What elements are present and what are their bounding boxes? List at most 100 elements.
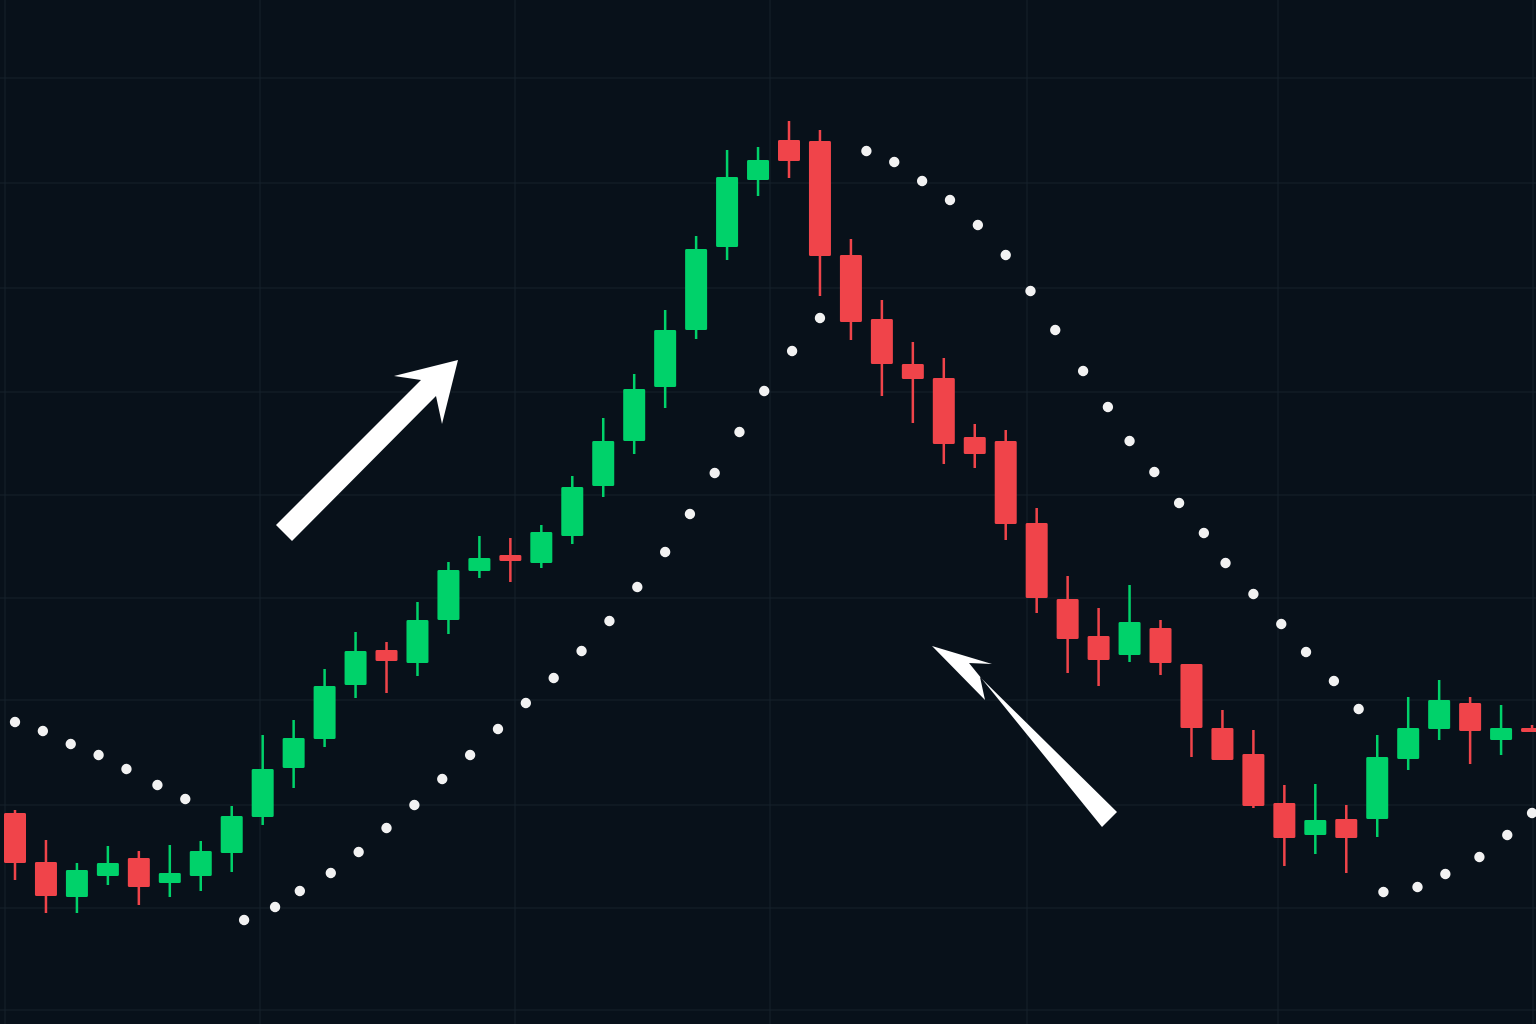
candle-bearish	[1025, 508, 1048, 613]
sar-dot	[381, 822, 392, 834]
candle-bullish	[1304, 784, 1327, 854]
candle-bullish	[189, 841, 212, 891]
sar-dot	[1300, 646, 1312, 658]
sar-dot	[93, 749, 104, 761]
sar-dot	[1124, 435, 1135, 447]
candle-bullish	[530, 525, 553, 568]
candle-bullish	[406, 602, 429, 676]
candle-body	[561, 487, 584, 536]
candle-body	[963, 437, 986, 454]
candle-body	[778, 140, 800, 161]
sar-dot	[409, 799, 420, 811]
candle-bearish	[1459, 697, 1482, 764]
candle-bearish	[839, 239, 862, 340]
sar-dot	[1276, 618, 1287, 630]
candle-bearish	[1087, 608, 1110, 686]
candle-body	[530, 532, 553, 563]
candle-body	[282, 738, 305, 768]
candle-body	[932, 378, 955, 444]
candle-body	[901, 364, 924, 379]
candle-body	[1149, 628, 1172, 663]
sar-dot	[1220, 557, 1231, 569]
candle-bullish	[158, 845, 181, 897]
candle-bearish	[901, 342, 924, 423]
sar-dot	[734, 426, 745, 438]
candle-bullish	[313, 669, 336, 747]
candle-bullish	[1397, 697, 1420, 770]
candle-body	[1180, 664, 1203, 728]
candle-body	[808, 141, 831, 256]
candle-bearish	[34, 840, 57, 913]
candle-bearish	[808, 130, 831, 296]
candle-body	[189, 851, 212, 876]
candle-body	[1366, 757, 1389, 819]
candle-bullish	[1118, 585, 1141, 662]
candle-bullish	[1366, 735, 1389, 837]
parabolic-sar-series	[9, 145, 1536, 926]
candle-body	[685, 249, 708, 330]
candle-bearish	[127, 851, 150, 905]
candle-body	[1242, 754, 1265, 806]
candle-bullish	[685, 236, 708, 339]
sar-dot	[437, 773, 448, 785]
candle-series	[4, 121, 1536, 913]
candle-body	[994, 441, 1017, 524]
sar-dot	[1412, 881, 1423, 893]
candle-body	[468, 558, 491, 571]
candle-body	[1056, 599, 1079, 639]
sar-dot	[492, 723, 504, 735]
candle-bearish	[1521, 725, 1536, 732]
sar-dot	[269, 901, 281, 913]
candle-bullish	[282, 720, 305, 788]
candle-body	[96, 863, 119, 876]
candle-bearish	[1335, 805, 1358, 873]
sar-dot	[944, 194, 956, 206]
candle-bearish	[1273, 785, 1296, 866]
sar-dot	[972, 219, 984, 231]
candle-bullish	[747, 147, 770, 196]
candle-body	[127, 858, 150, 887]
candle-bearish	[778, 121, 800, 178]
candle-body	[1025, 523, 1048, 598]
candle-body	[870, 319, 893, 364]
candle-body	[1273, 803, 1296, 838]
sar-dot	[1474, 851, 1485, 863]
sar-dot	[814, 312, 826, 324]
candle-body	[375, 650, 398, 661]
candle-body	[839, 255, 862, 322]
downtrend-arrow-icon	[932, 646, 1117, 827]
candle-body	[313, 686, 336, 739]
candle-bearish	[375, 642, 398, 693]
candle-body	[1087, 636, 1110, 660]
candle-bearish	[499, 538, 522, 582]
sar-dot	[786, 345, 798, 357]
candle-body	[623, 389, 646, 441]
sar-dot	[632, 581, 643, 593]
sar-dot	[684, 508, 696, 520]
sar-dot	[353, 846, 364, 858]
candle-bearish	[1180, 664, 1203, 757]
sar-dot	[520, 697, 532, 709]
candle-bullish	[561, 476, 584, 544]
candle-bullish	[344, 632, 367, 698]
candle-body	[1397, 728, 1420, 759]
candle-bearish	[1242, 730, 1265, 808]
candle-body	[1118, 622, 1141, 655]
candle-body	[716, 177, 739, 247]
candle-body	[1428, 700, 1451, 729]
sar-dot	[294, 885, 306, 897]
candle-body	[1459, 703, 1482, 731]
sar-dot	[9, 716, 21, 728]
candle-bearish	[4, 810, 26, 880]
uptrend-arrow-icon	[276, 360, 458, 541]
candle-bearish	[963, 424, 986, 468]
candle-body	[220, 816, 243, 853]
sar-dot	[861, 145, 872, 157]
candle-bearish	[932, 358, 955, 464]
candle-body	[499, 555, 522, 561]
annotations	[276, 360, 1117, 827]
sar-dot	[1328, 675, 1340, 687]
candle-bearish	[1149, 620, 1172, 675]
